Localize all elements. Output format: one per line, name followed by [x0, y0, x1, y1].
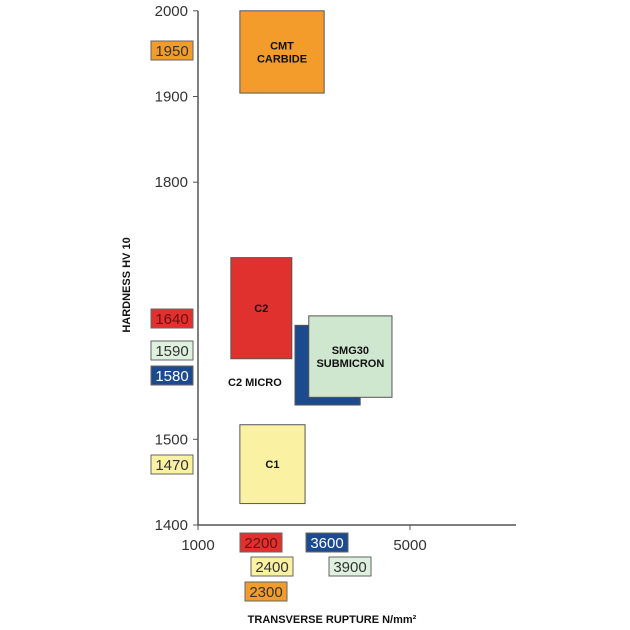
value-badge-text: 3600 — [310, 535, 343, 552]
value-badge-text: 1580 — [155, 368, 188, 385]
region-cmt-carbide — [239, 10, 325, 94]
value-badge-text: 1640 — [155, 311, 188, 328]
y-tick-label: 1500 — [155, 431, 188, 448]
value-badge — [305, 532, 349, 553]
value-badge — [150, 308, 194, 329]
region-label: SUBMICRON — [316, 358, 384, 370]
x-tick-label: 1000 — [181, 537, 214, 554]
region-smg30-submicron — [308, 315, 393, 398]
value-badge — [239, 532, 283, 553]
region-label: SMG30 — [332, 345, 369, 357]
region-label: C2 — [254, 303, 268, 315]
value-badge — [150, 40, 194, 61]
value-badge-text: 1950 — [155, 43, 188, 60]
region-label: C1 — [265, 459, 279, 471]
region-c2 — [230, 257, 293, 360]
value-badge-text: 2400 — [255, 559, 288, 576]
value-badge — [150, 365, 194, 386]
y-tick-label: 2000 — [155, 3, 188, 20]
x-axis-title: TRANSVERSE RUPTURE N/mm² — [248, 614, 417, 626]
value-badge — [150, 454, 194, 475]
region-c1 — [239, 424, 306, 505]
value-badge-text: 1590 — [155, 343, 188, 360]
value-badge — [244, 581, 288, 602]
value-badge-text: 1470 — [155, 457, 188, 474]
region-label: CARBIDE — [257, 53, 307, 65]
y-tick-label: 1800 — [155, 174, 188, 191]
region-label: C2 MICRO — [228, 377, 282, 389]
value-badge-text: 3900 — [333, 559, 366, 576]
y-tick-label: 1900 — [155, 89, 188, 106]
value-badge-text: 2300 — [249, 584, 282, 601]
value-badge — [328, 556, 372, 577]
value-badge-text: 2200 — [244, 535, 277, 552]
x-tick-label: 5000 — [393, 537, 426, 554]
value-badge — [250, 556, 294, 577]
value-badge — [150, 340, 194, 361]
region-label: CMT — [270, 40, 294, 52]
y-axis-title: HARDNESS HV 10 — [121, 237, 133, 332]
y-tick-label: 1400 — [155, 517, 188, 534]
